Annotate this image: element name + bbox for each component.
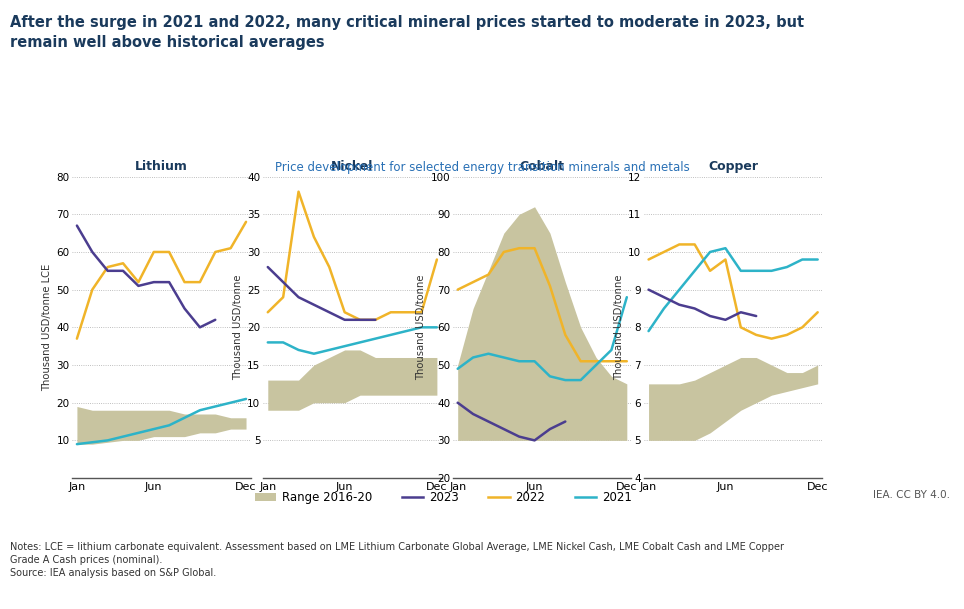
Y-axis label: Thousand USD/tonne: Thousand USD/tonne bbox=[614, 275, 624, 380]
Title: Copper: Copper bbox=[709, 160, 758, 173]
Y-axis label: Thousand USD/tonne LCE: Thousand USD/tonne LCE bbox=[42, 264, 52, 391]
Y-axis label: Thousand USD/tonne: Thousand USD/tonne bbox=[233, 275, 243, 380]
Legend: Range 2016-20, 2023, 2022, 2021: Range 2016-20, 2023, 2022, 2021 bbox=[251, 486, 636, 509]
Text: After the surge in 2021 and 2022, many critical mineral prices started to modera: After the surge in 2021 and 2022, many c… bbox=[10, 15, 804, 50]
Text: Notes: LCE = lithium carbonate equivalent. Assessment based on LME Lithium Carbo: Notes: LCE = lithium carbonate equivalen… bbox=[10, 542, 784, 579]
Text: Price development for selected energy transition minerals and metals: Price development for selected energy tr… bbox=[275, 161, 689, 174]
Y-axis label: Thousand USD/tonne: Thousand USD/tonne bbox=[416, 275, 426, 380]
Title: Lithium: Lithium bbox=[135, 160, 188, 173]
Text: IEA. CC BY 4.0.: IEA. CC BY 4.0. bbox=[872, 490, 950, 500]
Title: Nickel: Nickel bbox=[332, 160, 373, 173]
Title: Cobalt: Cobalt bbox=[520, 160, 565, 173]
